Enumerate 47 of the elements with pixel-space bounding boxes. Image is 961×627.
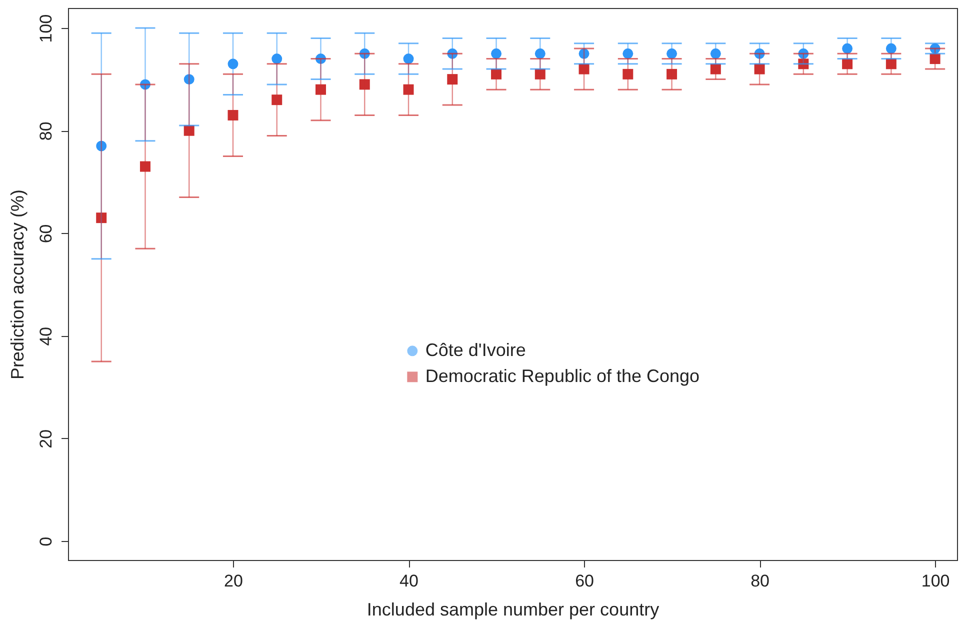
y-tick-label: 80: [36, 122, 56, 141]
y-tick-label: 60: [36, 224, 56, 244]
point: [447, 74, 458, 85]
point: [403, 84, 414, 95]
point: [228, 110, 238, 120]
point: [96, 212, 107, 224]
point: [96, 140, 107, 152]
point: [359, 79, 370, 90]
y-tick-label: 0: [36, 536, 56, 546]
x-axis-title: Included sample number per country: [366, 600, 660, 620]
point: [578, 64, 590, 74]
point: [930, 54, 940, 64]
point: [754, 64, 765, 74]
point: [534, 48, 546, 59]
point: [184, 125, 194, 136]
point: [710, 64, 721, 74]
point: [578, 48, 590, 59]
point: [491, 48, 502, 59]
point: [886, 58, 896, 70]
point: [842, 43, 853, 54]
y-tick-label: 40: [36, 326, 56, 346]
point: [842, 58, 853, 70]
x-tick-label: 80: [750, 572, 770, 590]
point: [316, 84, 326, 95]
x-tick-label: 40: [400, 572, 418, 590]
point: [666, 68, 678, 80]
point: [491, 68, 502, 80]
y-tick-label: 100: [36, 14, 56, 43]
x-tick-label: 60: [575, 572, 594, 590]
point: [622, 48, 634, 59]
point: [886, 43, 896, 54]
legend-label: Côte d'Ivoire: [425, 340, 526, 360]
x-tick-label: 100: [921, 572, 950, 590]
point: [622, 68, 634, 80]
point: [403, 54, 414, 64]
y-tick-label: 20: [36, 429, 56, 448]
y-axis-title: Prediction accuracy (%): [8, 189, 28, 380]
point: [272, 94, 282, 106]
legend-label: Democratic Republic of the Congo: [425, 366, 700, 386]
point: [140, 161, 150, 172]
point: [228, 58, 238, 70]
point: [272, 54, 282, 64]
x-tick-label: 20: [224, 572, 243, 590]
point: [666, 48, 678, 59]
point: [534, 68, 546, 80]
point: [710, 48, 721, 59]
point: [184, 74, 194, 85]
